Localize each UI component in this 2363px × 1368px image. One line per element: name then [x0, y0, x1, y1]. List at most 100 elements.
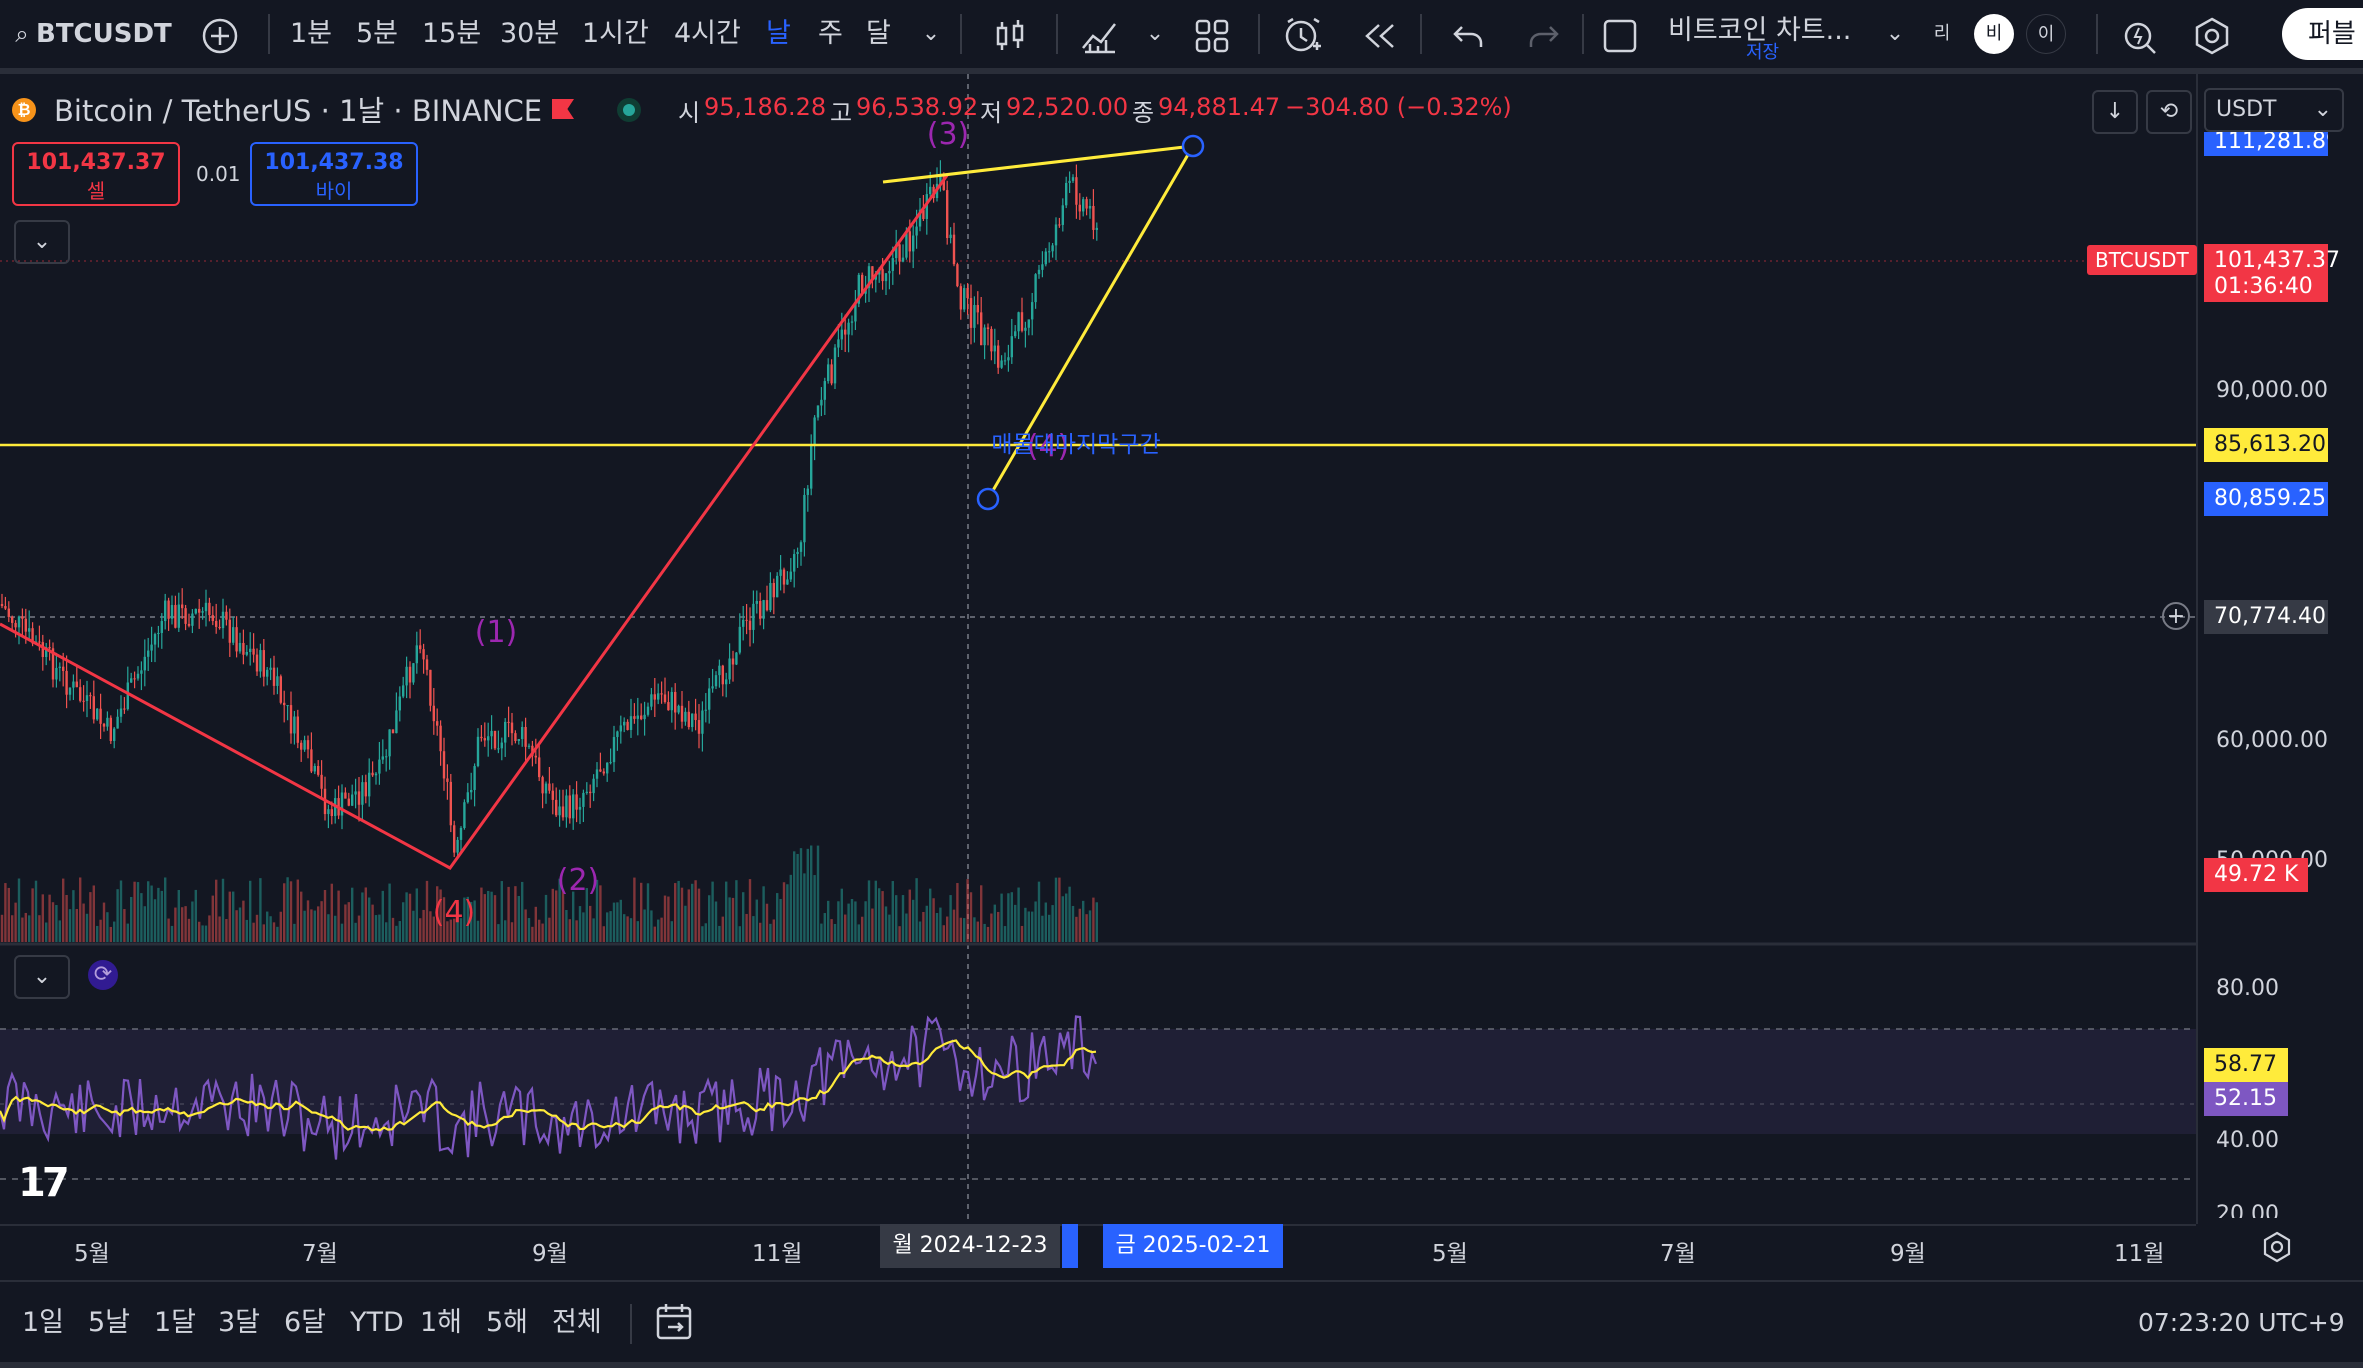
- alert-icon[interactable]: [1280, 0, 1326, 68]
- range-5d[interactable]: 5날: [88, 1307, 131, 1338]
- interval-1M[interactable]: 달: [866, 18, 891, 49]
- candle-body: [918, 209, 922, 227]
- price-chart[interactable]: (1) (2) (3) (4) (4) 매물대마지막구간: [0, 74, 2196, 1224]
- candle-body: [623, 721, 626, 726]
- undo-icon[interactable]: [1448, 0, 1488, 68]
- scroll-down-button[interactable]: ↓: [2092, 90, 2138, 134]
- toggle-circle[interactable]: 이: [2026, 14, 2066, 54]
- drawing-anchor-point: [976, 487, 1000, 511]
- currency-select[interactable]: USDT ⌄: [2204, 88, 2344, 132]
- interval-4h[interactable]: 4시간: [674, 18, 741, 49]
- volume-bar: [119, 880, 123, 942]
- volume-bar: [898, 926, 901, 942]
- layout-square-icon[interactable]: [1600, 0, 1640, 68]
- refresh-icon[interactable]: ⟳: [88, 960, 118, 990]
- candle-body: [942, 175, 945, 191]
- range-3m[interactable]: 3달: [218, 1307, 261, 1338]
- candle-body: [694, 713, 697, 721]
- candle-body: [582, 792, 585, 807]
- volume-bar: [531, 926, 534, 942]
- flag-icon[interactable]: [552, 99, 574, 119]
- range-1m[interactable]: 1달: [154, 1307, 197, 1338]
- candle-body: [966, 288, 969, 299]
- interval-1d[interactable]: 날: [766, 18, 791, 49]
- candle-body: [1088, 205, 1092, 209]
- volume-bar: [11, 915, 14, 942]
- add-symbol-icon[interactable]: [198, 0, 242, 68]
- publish-button[interactable]: 퍼블: [2282, 8, 2363, 60]
- volume-bar: [949, 895, 952, 942]
- layouts-icon[interactable]: [1190, 0, 1234, 68]
- volume-bar: [776, 893, 779, 942]
- candle-body: [412, 663, 415, 683]
- divider: [960, 14, 962, 54]
- candle-body: [191, 613, 194, 626]
- interval-15m[interactable]: 15분: [422, 18, 482, 49]
- wedge-upper-line: [882, 144, 1194, 184]
- collapse-legend-button[interactable]: ⌄: [14, 220, 70, 264]
- symbol-title[interactable]: Bitcoin / TetherUS · 1날 · BINANCE: [54, 94, 543, 128]
- redo-icon[interactable]: [1524, 0, 1564, 68]
- interval-1w[interactable]: 주: [818, 18, 843, 49]
- range-1d[interactable]: 1일: [22, 1307, 65, 1338]
- sell-button[interactable]: 101,437.37 셀: [12, 142, 180, 206]
- range-5y[interactable]: 5해: [486, 1307, 529, 1338]
- tradingview-logo[interactable]: 17: [18, 1160, 70, 1206]
- settings-icon[interactable]: [2260, 1230, 2296, 1266]
- chevron-down-icon[interactable]: ⌄: [921, 21, 941, 46]
- interval-5m[interactable]: 5분: [356, 18, 399, 49]
- interval-30m[interactable]: 30분: [500, 18, 560, 49]
- volume-bar: [963, 918, 966, 942]
- range-6m[interactable]: 6달: [284, 1307, 327, 1338]
- interval-1h[interactable]: 1시간: [582, 18, 649, 49]
- volume-bar: [701, 926, 704, 942]
- volume-bar: [854, 901, 857, 942]
- indicators-icon[interactable]: [1078, 0, 1122, 68]
- quick-search-icon[interactable]: [2118, 0, 2162, 68]
- crosshair-price-tag: 70,774.40: [2204, 600, 2328, 634]
- candle-body: [925, 194, 928, 219]
- chevron-down-icon[interactable]: ⌄: [1885, 21, 1905, 46]
- chevron-down-icon[interactable]: ⌄: [1145, 21, 1165, 46]
- candle-body: [915, 226, 918, 236]
- volume-bar: [133, 881, 136, 942]
- crosshair-date-tag: 월 2024-12-23: [880, 1224, 1060, 1268]
- candles-icon[interactable]: [990, 0, 1030, 68]
- volume-bar: [687, 889, 690, 942]
- candle-body: [796, 551, 799, 555]
- candle-body: [340, 792, 344, 816]
- sync-button[interactable]: ⟲: [2146, 90, 2192, 134]
- candle-body: [347, 798, 350, 806]
- price-axis[interactable]: 111,281.89 101,437.37 01:36:40 90,000.00…: [2196, 74, 2363, 1224]
- candle-body: [89, 695, 92, 697]
- volume-bar: [925, 905, 928, 942]
- go-to-date-icon[interactable]: [654, 1302, 694, 1342]
- time-label: 11월: [752, 1241, 803, 1267]
- candle-body: [901, 257, 905, 262]
- candle-body: [986, 327, 990, 329]
- replay-icon[interactable]: [1356, 0, 1402, 68]
- layout-name[interactable]: 비트코인 차트...: [1668, 15, 1852, 46]
- buy-button[interactable]: 101,437.38 바이: [250, 142, 418, 206]
- volume-bar: [847, 903, 850, 942]
- range-ytd[interactable]: YTD: [350, 1307, 404, 1338]
- volume-bar: [572, 891, 575, 942]
- toggle-circle-active[interactable]: 비: [1974, 14, 2014, 54]
- volume-bar: [946, 916, 949, 942]
- volume-bar: [657, 919, 660, 942]
- clock-timezone[interactable]: 07:23:20 UTC+9: [2138, 1308, 2345, 1337]
- symbol-search-button[interactable]: BTCUSDT: [36, 19, 172, 49]
- range-all[interactable]: 전체: [552, 1307, 602, 1338]
- time-axis[interactable]: [0, 1224, 2196, 1282]
- add-alert-icon[interactable]: +: [2162, 602, 2190, 630]
- toggle-circle[interactable]: 리: [1933, 23, 1951, 44]
- candle-body: [589, 791, 592, 794]
- settings-icon[interactable]: [2190, 0, 2234, 68]
- range-1y[interactable]: 1해: [420, 1307, 463, 1338]
- interval-1m[interactable]: 1분: [290, 18, 333, 49]
- volume-bar: [714, 901, 718, 942]
- candle-body: [922, 209, 925, 219]
- collapse-rsi-button[interactable]: ⌄: [14, 955, 70, 999]
- volume-bar: [901, 895, 905, 942]
- search-icon[interactable]: ⌕: [15, 20, 29, 48]
